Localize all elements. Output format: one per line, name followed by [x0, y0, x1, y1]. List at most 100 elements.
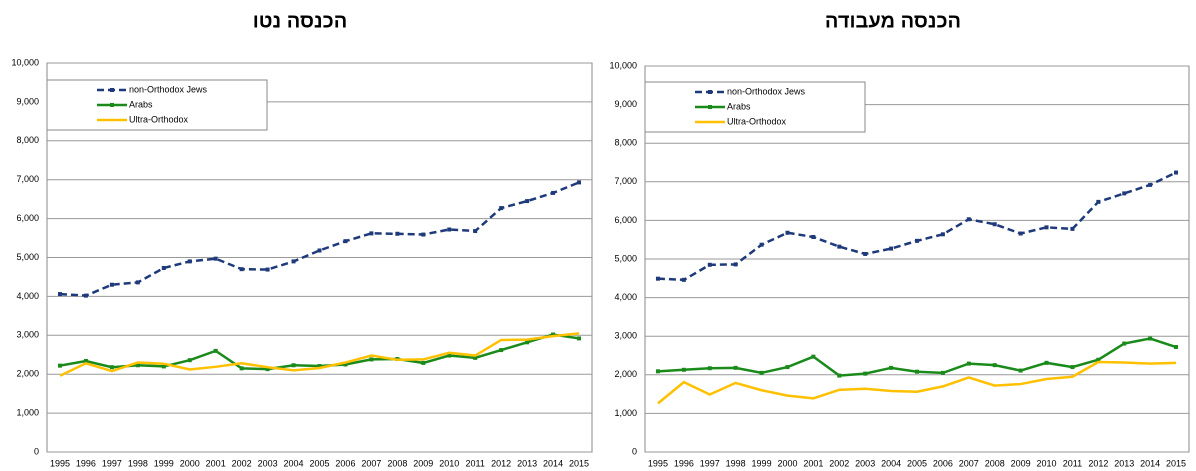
- point: [317, 248, 322, 253]
- point: [135, 363, 140, 368]
- y-tick-label: 1,000: [16, 407, 39, 417]
- point: [187, 358, 192, 363]
- x-tick-label: 1997: [102, 458, 122, 468]
- point: [291, 363, 296, 368]
- point: [83, 358, 88, 363]
- point: [161, 364, 166, 369]
- chart-title: הכנסה נטו: [253, 10, 347, 32]
- point: [57, 292, 62, 297]
- point: [1148, 182, 1153, 187]
- x-tick-label: 2004: [284, 458, 304, 468]
- point: [966, 361, 971, 366]
- x-tick-label: 2011: [1063, 458, 1082, 468]
- x-tick-label: 2007: [361, 458, 381, 468]
- point: [109, 282, 114, 287]
- point: [733, 262, 738, 267]
- point: [889, 246, 894, 251]
- point: [551, 332, 556, 337]
- y-tick-label: 4,000: [614, 292, 637, 302]
- point: [837, 244, 842, 249]
- point: [525, 199, 530, 204]
- point: [213, 348, 218, 353]
- y-tick-label: 8,000: [16, 135, 39, 145]
- legend-box: [46, 79, 268, 131]
- point: [551, 190, 556, 195]
- point: [83, 293, 88, 298]
- point: [759, 242, 764, 247]
- point: [1070, 226, 1075, 231]
- x-tick-label: 1996: [76, 458, 96, 468]
- point: [681, 277, 686, 282]
- point: [1174, 345, 1179, 350]
- point: [213, 256, 218, 261]
- x-tick-label: 1995: [50, 458, 70, 468]
- point: [1122, 341, 1127, 346]
- x-tick-label: 1995: [648, 458, 668, 468]
- series-line: [59, 332, 580, 377]
- legend-label: non-Orthodox Jews: [727, 86, 806, 96]
- x-tick-label: 2012: [1088, 458, 1108, 468]
- x-tick-label: 1998: [726, 458, 746, 468]
- point: [759, 370, 764, 375]
- point: [863, 371, 868, 376]
- point: [369, 231, 374, 236]
- y-tick-label: 5,000: [614, 253, 637, 263]
- legend-label: Ultra-Orthodox: [129, 114, 189, 124]
- x-tick-label: 2001: [803, 458, 823, 468]
- x-tick-label: 2009: [1011, 458, 1031, 468]
- x-tick-label: 2014: [543, 458, 563, 468]
- x-tick-label: 2013: [517, 458, 537, 468]
- x-tick-label: 1999: [154, 458, 174, 468]
- point: [421, 232, 426, 237]
- point: [863, 251, 868, 256]
- chart: הכנסה מעבודה 0 1,000 2,000 3,000 4,000 5,000 6,…: [609, 10, 1190, 468]
- point: [161, 266, 166, 271]
- legend: non-Orthodox Jews Arabs Ultra-Orthodox: [644, 81, 866, 133]
- y-tick-label: 9,000: [614, 99, 637, 109]
- x-tick-label: 2008: [985, 458, 1005, 468]
- x-tick-label: 2001: [206, 458, 226, 468]
- x-tick-label: 2009: [413, 458, 433, 468]
- point: [1018, 368, 1023, 373]
- y-tick-label: 0: [632, 446, 637, 456]
- point: [447, 353, 452, 358]
- point: [785, 230, 790, 235]
- x-tick-label: 2002: [232, 458, 252, 468]
- x-tick-label: 2007: [959, 458, 979, 468]
- x-tick-label: 1997: [700, 458, 720, 468]
- x-tick-label: 2003: [855, 458, 875, 468]
- point: [291, 259, 296, 264]
- point: [577, 180, 582, 185]
- point: [421, 360, 426, 365]
- legend-label: Arabs: [727, 101, 751, 111]
- series-line: [657, 360, 1177, 405]
- point: [992, 222, 997, 227]
- point: [109, 365, 114, 370]
- x-tick-label: 2002: [829, 458, 849, 468]
- point: [811, 354, 816, 359]
- x-tick-label: 2015: [1166, 458, 1186, 468]
- legend-marker: [110, 103, 114, 107]
- series-line: [59, 181, 580, 297]
- point: [473, 229, 478, 234]
- x-tick-label: 2013: [1114, 458, 1134, 468]
- point: [1044, 360, 1049, 365]
- point: [1148, 336, 1153, 341]
- y-tick-label: 3,000: [614, 331, 637, 341]
- x-tick-label: 2005: [907, 458, 927, 468]
- point: [57, 363, 62, 368]
- x-tick-label: 2004: [881, 458, 901, 468]
- x-tick-label: 1996: [674, 458, 694, 468]
- point: [499, 206, 504, 211]
- chart: הכנסה נטו 0 1,000 2,000 3,000 4,000 5,000 6,000…: [11, 10, 593, 468]
- y-tick-label: 1,000: [614, 408, 637, 418]
- point: [915, 238, 919, 243]
- y-tick-label: 9,000: [16, 96, 39, 106]
- point: [343, 362, 348, 367]
- point: [317, 364, 322, 369]
- legend-label: non-Orthodox Jews: [129, 84, 208, 94]
- point: [1122, 191, 1127, 196]
- legend: non-Orthodox Jews Arabs Ultra-Orthodox: [46, 79, 268, 131]
- point: [369, 357, 374, 362]
